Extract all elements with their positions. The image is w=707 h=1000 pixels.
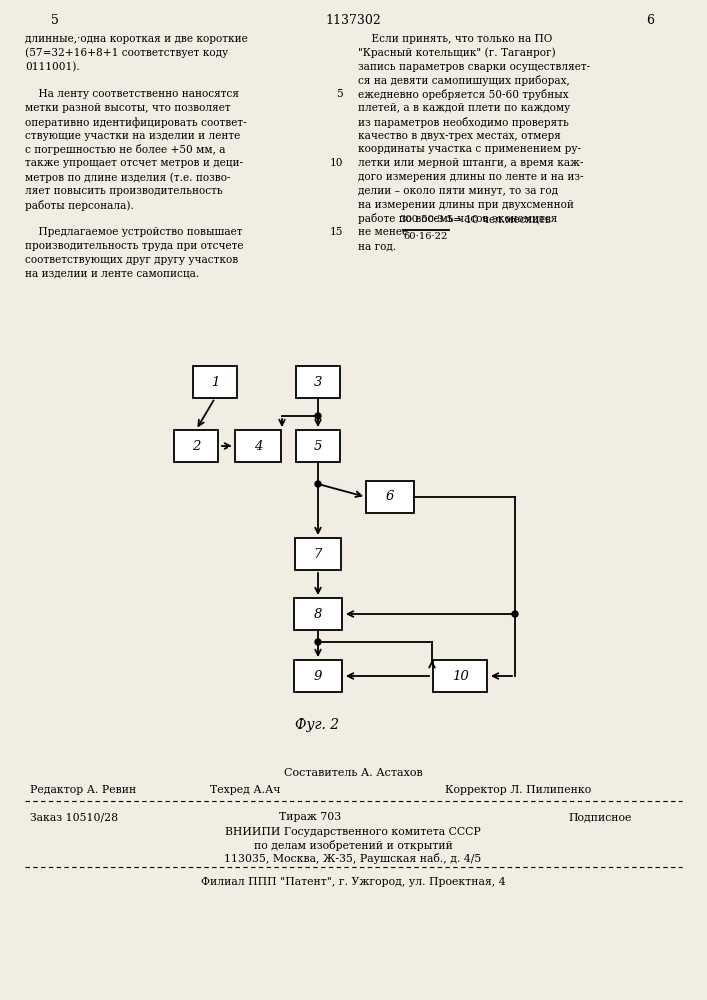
Text: Тираж 703: Тираж 703 (279, 812, 341, 822)
Text: 7: 7 (314, 548, 322, 560)
Text: плетей, а в каждой плети по каждому: плетей, а в каждой плети по каждому (358, 103, 571, 113)
Text: на изделии и ленте самописца.: на изделии и ленте самописца. (25, 269, 199, 279)
Text: Филиал ППП "Патент", г. Ужгород, ул. Проектная, 4: Филиал ППП "Патент", г. Ужгород, ул. Про… (201, 877, 506, 887)
Text: качество в двух-трех местах, отмеря: качество в двух-трех местах, отмеря (358, 131, 561, 141)
Text: на год.: на год. (358, 241, 396, 251)
Bar (366, 481, 414, 513)
Text: 9: 9 (314, 670, 322, 682)
Circle shape (512, 611, 518, 617)
Text: 8: 8 (314, 607, 322, 620)
Text: Техред А.Ач: Техред А.Ач (210, 785, 281, 795)
Text: "Красный котельщик" (г. Таганрог): "Красный котельщик" (г. Таганрог) (358, 48, 556, 58)
Text: Предлагаемое устройство повышает: Предлагаемое устройство повышает (25, 227, 243, 237)
Text: 5: 5 (51, 14, 59, 27)
Text: 15: 15 (329, 227, 343, 237)
Text: делии – около пяти минут, то за год: делии – около пяти минут, то за год (358, 186, 558, 196)
Text: 3: 3 (314, 375, 322, 388)
Text: летки или мерной штанги, а время каж-: летки или мерной штанги, а время каж- (358, 158, 583, 168)
Text: 300·50·3·5: 300·50·3·5 (399, 215, 453, 224)
Text: Подписное: Подписное (568, 812, 631, 822)
Text: 2: 2 (192, 440, 200, 452)
Text: ежедневно оребряется 50-60 трубных: ежедневно оребряется 50-60 трубных (358, 89, 568, 100)
Text: Заказ 10510/28: Заказ 10510/28 (30, 812, 118, 822)
Text: ствующие участки на изделии и ленте: ствующие участки на изделии и ленте (25, 131, 240, 141)
Text: ся на девяти самопишущих приборах,: ся на девяти самопишущих приборах, (358, 75, 570, 86)
Text: Если принять, что только на ПО: Если принять, что только на ПО (358, 34, 552, 44)
Text: ляет повысить производительность: ляет повысить производительность (25, 186, 223, 196)
Text: 10: 10 (452, 670, 468, 682)
Text: 1: 1 (211, 375, 219, 388)
Text: работы персонала).: работы персонала). (25, 200, 134, 211)
Circle shape (315, 413, 321, 419)
Text: 5: 5 (337, 89, 343, 99)
Text: = 10 чел.месяцев: = 10 чел.месяцев (453, 214, 551, 224)
Circle shape (315, 481, 321, 487)
Text: метров по длине изделия (т.е. позво-: метров по длине изделия (т.е. позво- (25, 172, 230, 183)
Bar (294, 598, 342, 630)
Text: 4: 4 (254, 440, 262, 452)
Text: 5: 5 (314, 440, 322, 452)
Text: не менее: не менее (358, 227, 408, 237)
Text: метки разной высоты, что позволяет: метки разной высоты, что позволяет (25, 103, 230, 113)
Bar (295, 538, 341, 570)
Text: Редактор А. Ревин: Редактор А. Ревин (30, 785, 136, 795)
Bar (296, 366, 340, 398)
Text: 6: 6 (386, 490, 395, 504)
Text: 10: 10 (329, 158, 343, 168)
Circle shape (315, 639, 321, 645)
Text: координаты участка с применением ру-: координаты участка с применением ру- (358, 144, 581, 154)
Text: производительность труда при отсчете: производительность труда при отсчете (25, 241, 243, 251)
Text: ВНИИПИ Государственного комитета СССР: ВНИИПИ Государственного комитета СССР (225, 827, 481, 837)
Text: соответствующих друг другу участков: соответствующих друг другу участков (25, 255, 238, 265)
Text: На ленту соответственно наносятся: На ленту соответственно наносятся (25, 89, 239, 99)
Text: по делам изобретений и открытий: по делам изобретений и открытий (254, 840, 452, 851)
Bar (433, 660, 487, 692)
Bar (296, 430, 340, 462)
Text: оперативно идентифицировать соответ-: оперативно идентифицировать соответ- (25, 117, 247, 128)
Text: Корректор Л. Пилипенко: Корректор Л. Пилипенко (445, 785, 591, 795)
Text: длинные,·одна короткая и две короткие: длинные,·одна короткая и две короткие (25, 34, 247, 44)
Text: (57=32+16+8+1 соответствует коду: (57=32+16+8+1 соответствует коду (25, 48, 228, 58)
Text: на измерении длины при двухсменной: на измерении длины при двухсменной (358, 200, 574, 210)
Bar (193, 366, 237, 398)
Text: с погрешностью не более +50 мм, а: с погрешностью не более +50 мм, а (25, 144, 226, 155)
Text: Составитель А. Астахов: Составитель А. Астахов (284, 768, 422, 778)
Text: 113035, Москва, Ж-35, Раушская наб., д. 4/5: 113035, Москва, Ж-35, Раушская наб., д. … (224, 853, 481, 864)
Text: также упрощает отсчет метров и деци-: также упрощает отсчет метров и деци- (25, 158, 243, 168)
Text: 0111001).: 0111001). (25, 62, 80, 72)
Text: работе по восемь часов экономится: работе по восемь часов экономится (358, 213, 557, 224)
Text: дого измерения длины по ленте и на из-: дого измерения длины по ленте и на из- (358, 172, 583, 182)
Text: 1137302: 1137302 (325, 14, 381, 27)
Bar (294, 660, 342, 692)
Text: запись параметров сварки осуществляет-: запись параметров сварки осуществляет- (358, 62, 590, 72)
Text: из параметров необходимо проверять: из параметров необходимо проверять (358, 117, 569, 128)
Text: Фуг. 2: Фуг. 2 (295, 718, 339, 732)
Text: 60·16·22: 60·16·22 (404, 232, 448, 241)
Bar (235, 430, 281, 462)
Text: 6: 6 (646, 14, 654, 27)
Bar (174, 430, 218, 462)
